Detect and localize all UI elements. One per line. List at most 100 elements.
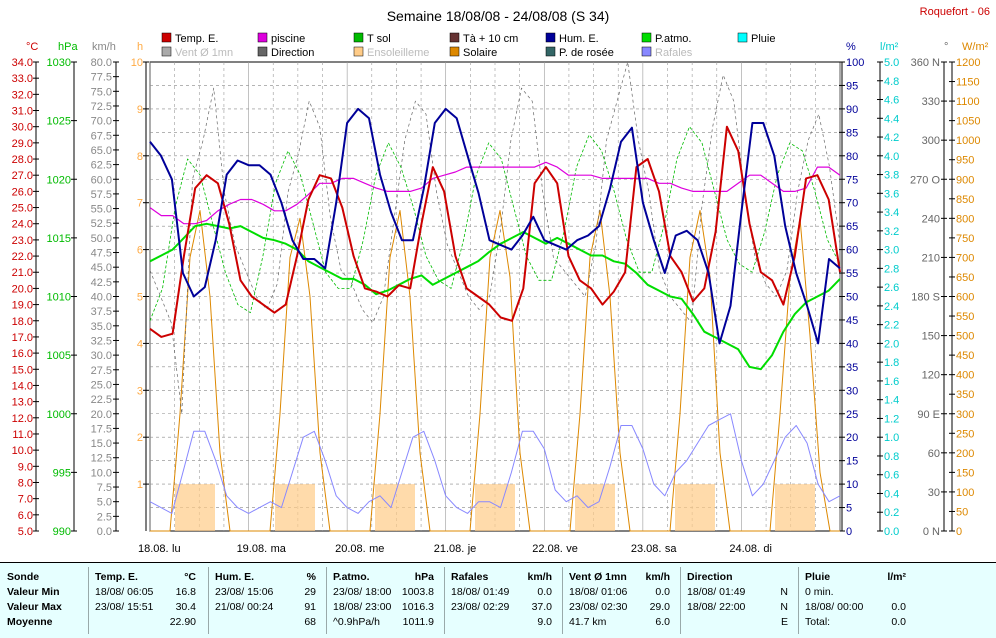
column-separator bbox=[680, 567, 681, 634]
axis-tick-label: 350 bbox=[956, 389, 974, 401]
axis-tick-label: 7.0 bbox=[18, 494, 33, 506]
cell-time: 23/08/ 02:29 bbox=[451, 601, 510, 613]
axis-tick-label: 70 bbox=[846, 198, 858, 210]
legend-swatch bbox=[545, 32, 556, 43]
axis-tick-label: 1.8 bbox=[884, 357, 899, 369]
axis-tick-label: 18.0 bbox=[12, 316, 33, 328]
axis-tick-label: 55.0 bbox=[91, 204, 112, 216]
x-tick-date: 19.08. bbox=[237, 543, 268, 555]
sunshine-bar bbox=[375, 484, 385, 531]
sunshine-bar bbox=[395, 484, 405, 531]
sunshine-bar bbox=[195, 484, 205, 531]
axis-tick-label: 42.5 bbox=[91, 277, 112, 289]
column-header: Rafales bbox=[451, 571, 489, 583]
axis-tick-label: 0 N bbox=[923, 526, 940, 538]
axis-tick-label: 65 bbox=[846, 221, 858, 233]
axis-tick-label: 400 bbox=[956, 370, 974, 382]
legend-swatch bbox=[449, 46, 460, 57]
axis-tick-label: 17.5 bbox=[91, 423, 112, 435]
axis-tick-label: 77.5 bbox=[91, 72, 112, 84]
axis-tick-label: 24.0 bbox=[12, 219, 33, 231]
cell-value: 1016.3 bbox=[401, 601, 434, 613]
cell-value: N bbox=[780, 601, 788, 613]
cell-time: 23/08/ 18:00 bbox=[333, 586, 392, 598]
axis-tick-label: 100 bbox=[956, 487, 974, 499]
axis-tick-label: 25.0 bbox=[12, 203, 33, 215]
axis-tick-label: 300 bbox=[922, 135, 940, 147]
cell-time: Total: bbox=[805, 616, 831, 628]
axis-tick-label: 0.2 bbox=[884, 507, 899, 519]
axis-tick-label: 1010 bbox=[47, 292, 71, 304]
axis-tick-label: 80 bbox=[846, 151, 858, 163]
stats-column: Direction 18/08/ 01:49 N 18/08/ 22:00 N E bbox=[680, 563, 798, 638]
column-header: Temp. E. bbox=[95, 571, 138, 583]
axis-tick-label: 300 bbox=[956, 409, 974, 421]
chart-title: Semaine 18/08/08 - 24/08/08 (S 34) bbox=[387, 8, 610, 24]
axis-tick-label: 28.0 bbox=[12, 154, 33, 166]
axis-tick-label: 45.0 bbox=[91, 262, 112, 274]
sunshine-bar bbox=[475, 484, 485, 531]
axis-tick-label: 200 bbox=[956, 448, 974, 460]
legend-swatch bbox=[641, 32, 652, 43]
axis-tick-label: 1.4 bbox=[884, 395, 899, 407]
stats-column: Rafales km/h 18/08/ 01:49 0.0 23/08/ 02:29 37… bbox=[444, 563, 562, 638]
axis-tick-label: 450 bbox=[956, 350, 974, 362]
cell-time: 18/08/ 23:00 bbox=[333, 601, 392, 613]
axis-tick-label: 29.0 bbox=[12, 138, 33, 150]
axis-tick-label: 45 bbox=[846, 315, 858, 327]
axis-tick-label: 15.0 bbox=[91, 438, 112, 450]
column-unit: km/h bbox=[527, 571, 552, 583]
axis-tick-label: 20.0 bbox=[12, 283, 33, 295]
axis-tick-label: 20.0 bbox=[91, 409, 112, 421]
plot-area bbox=[149, 61, 841, 532]
axis-tick-label: 0 bbox=[846, 526, 852, 538]
axis-tick-label: 4.6 bbox=[884, 95, 899, 107]
axis-tick-label: 30.0 bbox=[12, 122, 33, 134]
cell-value: E bbox=[780, 616, 788, 628]
column-unit: km/h bbox=[645, 571, 670, 583]
axis-tick-label: 3.6 bbox=[884, 188, 899, 200]
cell-value: 0.0 bbox=[655, 586, 670, 598]
series-line-t-sol bbox=[149, 126, 841, 321]
x-tick-date: 23.08. bbox=[631, 543, 662, 555]
axis-tick-label: 40.0 bbox=[91, 292, 112, 304]
sunshine-bar bbox=[305, 484, 315, 531]
x-tick-date: 18.08. bbox=[138, 543, 169, 555]
axis-tick-label: 55 bbox=[846, 268, 858, 280]
cell-time: 18/08/ 06:05 bbox=[95, 586, 154, 598]
axis-tick-label: 180 S bbox=[911, 292, 940, 304]
axis-tick-label: 3.2 bbox=[884, 226, 899, 238]
x-tick-day: ve bbox=[566, 543, 578, 555]
sunshine-bar bbox=[795, 484, 805, 531]
axis-tick-label: 1000 bbox=[47, 409, 71, 421]
station-label: Roquefort - 06 bbox=[920, 6, 990, 18]
axis-tick-label: 5.0 bbox=[18, 526, 33, 538]
axis-tick-label: 72.5 bbox=[91, 101, 112, 113]
axis-tick-label: 600 bbox=[956, 292, 974, 304]
axis-tick-label: 0.0 bbox=[884, 526, 899, 538]
axis-tick-label: 20 bbox=[846, 432, 858, 444]
axis-tick-label: 1100 bbox=[956, 96, 980, 108]
axis-tick-label: 990 bbox=[53, 526, 71, 538]
legend-label: P. de rosée bbox=[559, 47, 614, 59]
column-header: Vent Ø 1mn bbox=[569, 571, 627, 583]
axis-tick-label: 550 bbox=[956, 311, 974, 323]
axis-tick-label: 85 bbox=[846, 127, 858, 139]
sunshine-bar bbox=[605, 484, 615, 531]
axis-tick-label: 6 bbox=[137, 245, 143, 257]
axis-unit-dir: ° bbox=[944, 41, 948, 53]
axis-tick-label: 50 bbox=[846, 292, 858, 304]
axis-tick-label: 33.0 bbox=[12, 73, 33, 85]
axis-tick-label: 23.0 bbox=[12, 235, 33, 247]
cell-time: 18/08/ 00:00 bbox=[805, 601, 864, 613]
axis-tick-label: 52.5 bbox=[91, 218, 112, 230]
x-tick-date: 24.08. bbox=[729, 543, 760, 555]
axis-tick-label: 3.4 bbox=[884, 207, 899, 219]
axis-tick-label: 32.0 bbox=[12, 89, 33, 101]
axis-tick-label: 10.0 bbox=[12, 445, 33, 457]
axis-tick-label: 750 bbox=[956, 233, 974, 245]
axis-tick-label: 22.5 bbox=[91, 394, 112, 406]
axis-tick-label: 10 bbox=[846, 479, 858, 491]
axis-tick-label: 100 bbox=[846, 57, 864, 69]
axis-tick-label: 2.0 bbox=[884, 338, 899, 350]
